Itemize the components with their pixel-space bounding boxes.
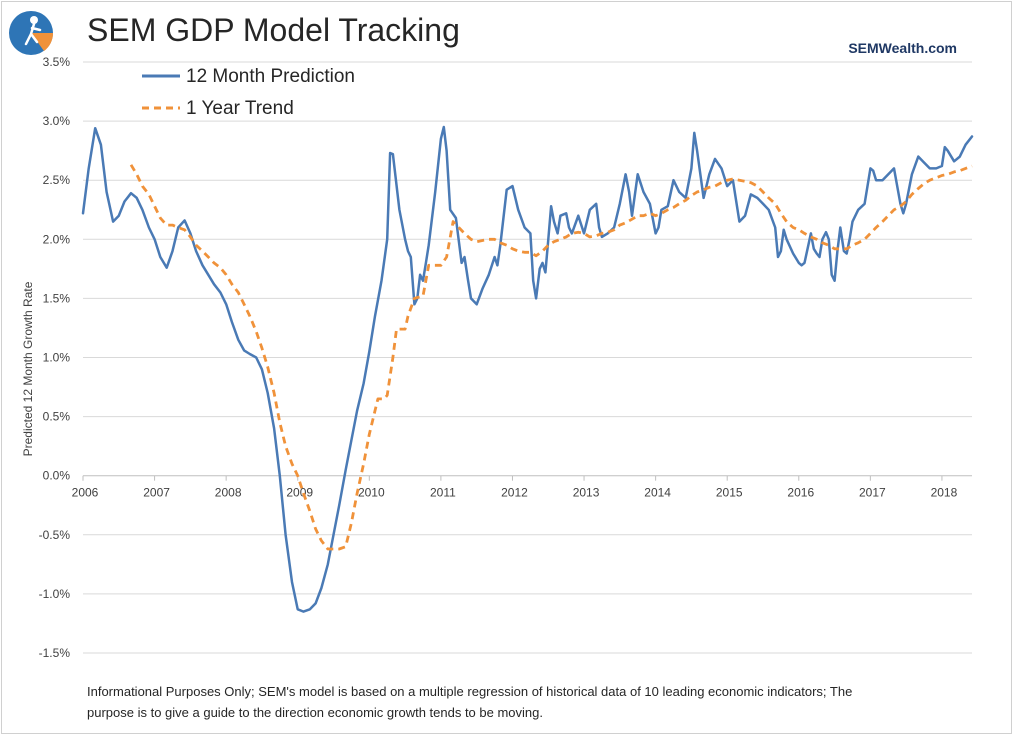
x-tick-label: 2006 [72, 486, 99, 500]
x-tick-label: 2011 [430, 486, 456, 500]
series-lines [81, 125, 974, 613]
x-tick-label: 2015 [716, 486, 743, 500]
y-tick-label: 3.5% [43, 55, 71, 69]
sem-logo-wedge [31, 33, 54, 51]
x-tick-label: 2014 [644, 486, 671, 500]
chart-title: SEM GDP Model Tracking [87, 12, 460, 48]
x-tick-label: 2017 [859, 486, 886, 500]
y-tick-label: -1.0% [39, 587, 71, 601]
legend-label-trend: 1 Year Trend [186, 98, 294, 119]
gridlines [83, 61, 972, 654]
x-tick-label: 2007 [143, 486, 170, 500]
footnote-line-2: purpose is to give a guide to the direct… [87, 705, 543, 720]
series-line-prediction [81, 125, 974, 613]
y-axis-label: Predicted 12 Month Growth Rate [21, 281, 35, 456]
y-tick-label: 3.0% [43, 114, 71, 128]
x-tick-label: 2008 [215, 486, 242, 500]
x-tick-label: 2010 [358, 486, 385, 500]
sem-logo-icon [9, 11, 54, 55]
y-tick-label: -1.5% [39, 646, 71, 660]
legend: 12 Month Prediction 1 Year Trend [142, 66, 355, 119]
x-tick-label: 2016 [787, 486, 814, 500]
sem-logo-figure-body [24, 22, 42, 46]
brand-link[interactable]: SEMWealth.com [848, 40, 957, 56]
x-tick-label: 2013 [573, 486, 600, 500]
y-tick-label: 1.5% [43, 291, 71, 305]
y-tick-label: 0.5% [43, 410, 71, 424]
legend-label-prediction: 12 Month Prediction [186, 66, 355, 87]
y-tick-label: 2.0% [43, 232, 71, 246]
y-axis-ticks: 3.5% 3.0% 2.5% 2.0% 1.5% 1.0% 0.5% 0.0% -0.5% -1.… [39, 55, 71, 660]
y-tick-label: 0.0% [43, 469, 71, 483]
footnote-line-1: Informational Purposes Only; SEM's model… [87, 684, 852, 699]
x-tick-label: 2009 [286, 486, 313, 500]
x-tick-label: 2012 [501, 486, 528, 500]
y-tick-label: 1.0% [43, 351, 71, 365]
y-tick-label: 2.5% [43, 173, 71, 187]
sem-logo-figure-head [30, 16, 38, 24]
y-tick-label: -0.5% [39, 528, 71, 542]
x-tick-label: 2018 [931, 486, 958, 500]
x-axis-ticks: 2006 2007 2008 2009 2010 2011 2012 2013 2014 2015… [72, 475, 958, 500]
series-line-trend [129, 164, 973, 551]
